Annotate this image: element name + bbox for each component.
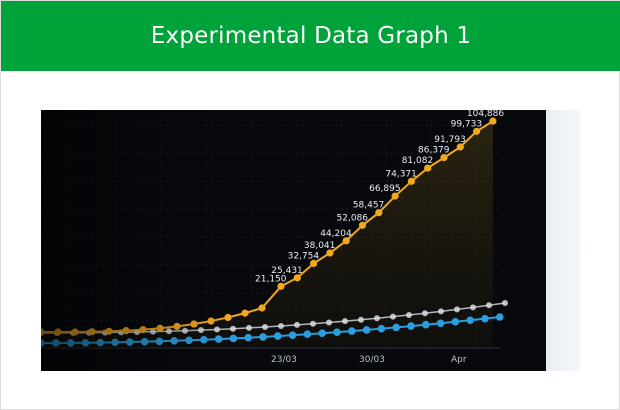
header-bar: Experimental Data Graph 1 (1, 1, 620, 71)
vignette (41, 110, 581, 371)
monitor-edge (546, 110, 581, 371)
line-chart: 21,15025,43132,75438,04144,20452,08658,4… (41, 110, 581, 371)
chart-photo: 21,15025,43132,75438,04144,20452,08658,4… (41, 110, 581, 371)
page-title: Experimental Data Graph 1 (150, 23, 472, 49)
